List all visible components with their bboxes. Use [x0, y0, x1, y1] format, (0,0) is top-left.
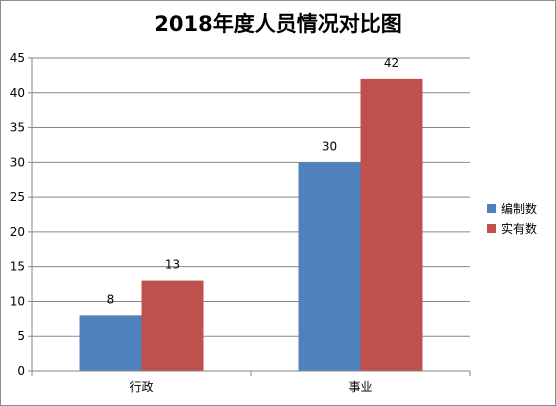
y-tick-label: 25 [10, 190, 25, 204]
category-labels: 行政 事业 [129, 380, 372, 394]
category-label: 事业 [348, 380, 372, 394]
bar-shiyou [360, 78, 423, 371]
y-tick-label: 15 [10, 260, 25, 274]
data-label: 30 [322, 139, 337, 153]
legend-label: 实有数 [501, 221, 537, 236]
data-label: 42 [384, 56, 399, 70]
data-label: 8 [107, 292, 115, 306]
y-tick-label: 5 [17, 329, 25, 343]
y-tick-label: 40 [10, 86, 25, 100]
legend-label: 编制数 [501, 201, 537, 216]
bar-bianzhi [298, 162, 361, 371]
bar-bianzhi [79, 315, 142, 371]
y-tick-label: 20 [10, 225, 25, 239]
data-label: 13 [165, 258, 180, 272]
axes [28, 57, 471, 376]
y-tick-label: 0 [17, 364, 25, 378]
legend-swatch [487, 204, 496, 213]
bar-shiyou [141, 280, 204, 371]
y-tick-label: 35 [10, 121, 25, 135]
bars [79, 78, 423, 371]
category-label: 行政 [129, 380, 153, 394]
legend-swatch [487, 224, 496, 233]
y-tick-label: 10 [10, 294, 25, 308]
y-tick-label: 30 [10, 155, 25, 169]
y-tick-label: 45 [10, 51, 25, 65]
chart-title: 2018年度人员情况对比图 [154, 12, 401, 36]
data-labels: 8 13 30 42 [107, 56, 399, 306]
y-tick-labels: 0 5 10 15 20 25 30 35 40 45 [10, 51, 25, 378]
